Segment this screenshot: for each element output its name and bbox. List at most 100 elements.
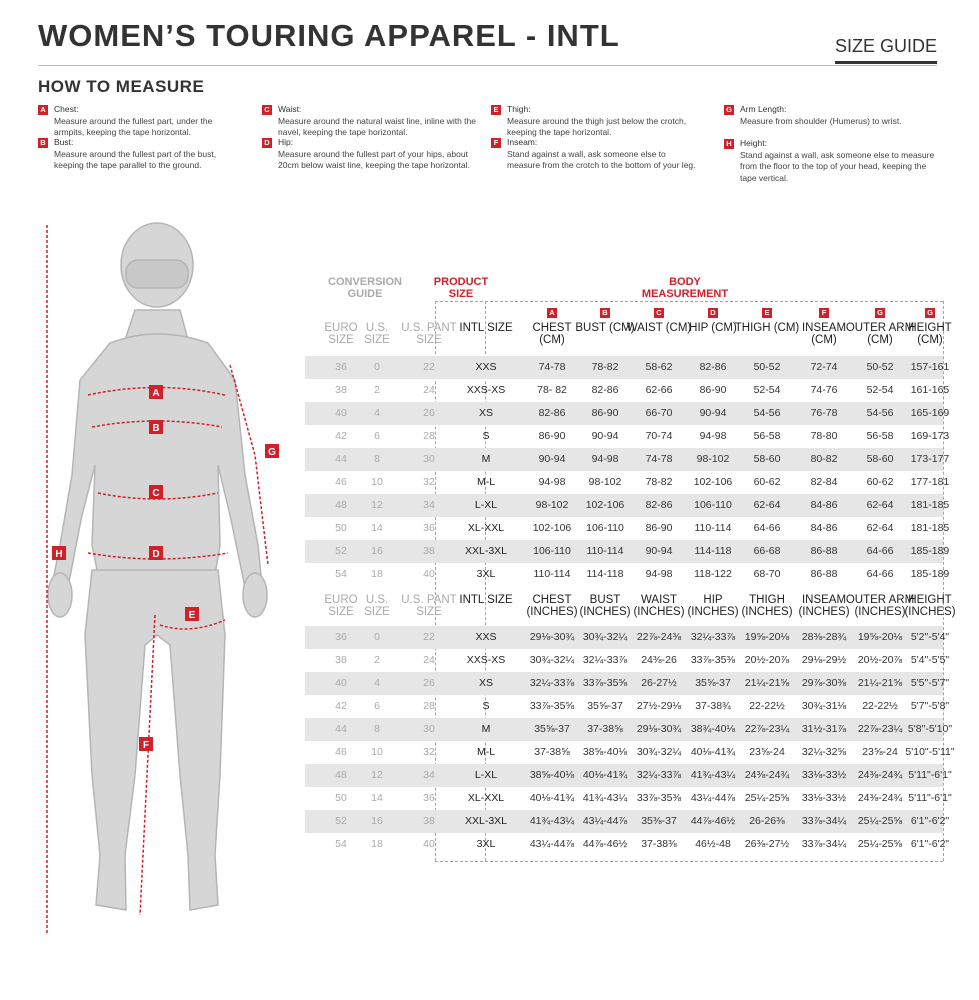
table-cell: 62-66	[645, 384, 673, 396]
column-letter-badge: G	[875, 308, 885, 318]
instruction-text: Measure around the fullest part of your …	[278, 148, 470, 171]
table-cell: 21¼-21⅝	[744, 677, 790, 689]
table-cell: 32¼-33⅞	[690, 631, 736, 643]
column-header: HIP (CM)	[689, 322, 737, 334]
table-cell: 29⅞-30⅜	[801, 677, 847, 689]
table-cell: 26-27½	[641, 677, 677, 689]
divider	[38, 65, 937, 66]
table-cell: 52-54	[753, 384, 781, 396]
table-cell: 72-74	[810, 361, 838, 373]
table-cell: 5'5"-5'7"	[910, 677, 950, 689]
table-cell: 98-102	[535, 499, 569, 511]
table-cell: 30	[423, 453, 435, 465]
table-cell: 30¾-32¼	[636, 746, 682, 758]
table-cell: 110-114	[533, 568, 571, 580]
label-b: B	[152, 423, 159, 434]
table-cell: 44	[335, 453, 347, 465]
table-cell: 94-98	[699, 430, 727, 442]
table-cell: 16	[371, 545, 383, 557]
column-header: BUST (CM)	[575, 322, 635, 334]
table-cell: 78- 82	[537, 384, 567, 396]
table-cell: 0	[374, 361, 380, 373]
table-cell: 32	[423, 476, 435, 488]
column-header: THIGH (INCHES)	[741, 594, 793, 618]
table-cell: XXS	[475, 631, 497, 643]
instruction-text: Measure around the thigh just below the …	[507, 115, 687, 138]
table-cell: 58-60	[753, 453, 781, 465]
table-cell: 28⅜-28¾	[801, 631, 847, 643]
column-header: INTL SIZE	[459, 594, 513, 606]
table-cell: 50-52	[866, 361, 894, 373]
table-cell: 18	[371, 568, 383, 580]
table-cell: 29⅛-29½	[801, 654, 847, 666]
instruction-hip: D Hip: Measure around the fullest part of …	[262, 137, 482, 172]
table-cell: 106-110	[694, 499, 732, 511]
table-cell: 12	[371, 499, 383, 511]
table-cell: 10	[371, 746, 383, 758]
table-cell: 24⅜-24¾	[857, 792, 903, 804]
table-cell: S	[482, 700, 490, 712]
table-cell: 23⅝-24	[749, 746, 785, 758]
product-size-heading: PRODUCT SIZE	[433, 276, 489, 300]
table-cell: 5'8"-5'10"	[907, 723, 953, 735]
table-row: 54 18 40 3XL 43¼-44⅞ 44⅞-46½ 37-38⅜ 46½-48 26⅜-2…	[305, 833, 949, 856]
table-cell: 24	[423, 654, 435, 666]
table-row: 38 2 24 XXS-XS 78- 82 82-86 62-66 86-90 52-54 74-…	[305, 379, 949, 402]
table-cell: 32¼-33⅞	[636, 769, 682, 781]
table-cell: 30¾-31⅛	[801, 700, 847, 712]
table-cell: 78-82	[645, 476, 673, 488]
table-cell: 36	[423, 522, 435, 534]
table-cell: 22	[423, 361, 435, 373]
column-header: INSEAM (CM)	[801, 322, 847, 346]
column-header: WAIST (CM)	[626, 322, 692, 334]
frame-left	[435, 301, 436, 861]
column-header: INSEAM (INCHES)	[798, 594, 850, 618]
table-cell: 4	[374, 407, 380, 419]
table-cell: 28	[423, 700, 435, 712]
table-cell: 64-66	[866, 568, 894, 580]
table-cell: 38	[423, 545, 435, 557]
table-cell: L-XL	[474, 499, 498, 511]
table-cell: 86-90	[538, 430, 566, 442]
table-cell: 177-181	[910, 476, 950, 488]
table-cell: 19⅝-20⅛	[857, 631, 903, 643]
table-cell: 46	[335, 476, 347, 488]
how-to-measure-heading: HOW TO MEASURE	[38, 77, 205, 96]
table-cell: 165-169	[910, 407, 950, 419]
table-cell: 98-102	[588, 476, 622, 488]
table-cell: 30¾-32¼	[529, 654, 575, 666]
table-cell: 60-62	[753, 476, 781, 488]
table-row: 46 10 32 M-L 94-98 98-102 78-82 102-106 60-62 82-…	[305, 471, 949, 494]
table-cell: 44⅞-46½	[690, 815, 736, 827]
table-cell: 74-78	[645, 453, 673, 465]
letter-badge: G	[724, 104, 734, 115]
table-cell: 40	[335, 407, 347, 419]
label-g: G	[268, 447, 276, 458]
table-cell: 3XL	[476, 838, 496, 850]
table-cell: 40	[423, 838, 435, 850]
label-d: D	[152, 549, 159, 560]
table-cell: XS	[478, 677, 493, 689]
instruction-label: Bust:	[54, 137, 74, 147]
table-row: 40 4 26 XS 32¼-33⅞ 33⅞-35⅝ 26-27½ 35⅝-37 21¼-21⅝…	[305, 672, 949, 695]
table-cell: 106-110	[533, 545, 571, 557]
column-header: BUST (INCHES)	[579, 594, 631, 618]
table-cell: 40⅛-41¾	[529, 792, 575, 804]
table-cell: 37-38⅝	[587, 723, 623, 735]
table-cell: 62-64	[866, 499, 894, 511]
table-row: 42 6 28 S 33⅞-35⅝ 35⅝-37 27½-29⅛ 37-38¾ 22-22½ 30…	[305, 695, 949, 718]
table-cell: XS	[478, 407, 493, 419]
table-cell: 52-54	[866, 384, 894, 396]
table-cell: 66-70	[645, 407, 673, 419]
frame-bottom	[435, 861, 943, 862]
table-cell: 33⅛-33½	[801, 792, 847, 804]
instruction-text: Stand against a wall, ask someone else t…	[740, 149, 935, 183]
table-cell: 84-86	[810, 499, 838, 511]
instruction-label: Inseam:	[507, 137, 538, 147]
table-cell: 44⅞-46½	[582, 838, 628, 850]
instruction-waist: C Waist: Measure around the natural waist …	[262, 104, 482, 139]
table-cell: 21¼-21⅝	[857, 677, 903, 689]
table-cell: 102-106	[532, 522, 572, 534]
table-cell: 84-86	[810, 522, 838, 534]
table-cell: 118-122	[694, 568, 732, 580]
